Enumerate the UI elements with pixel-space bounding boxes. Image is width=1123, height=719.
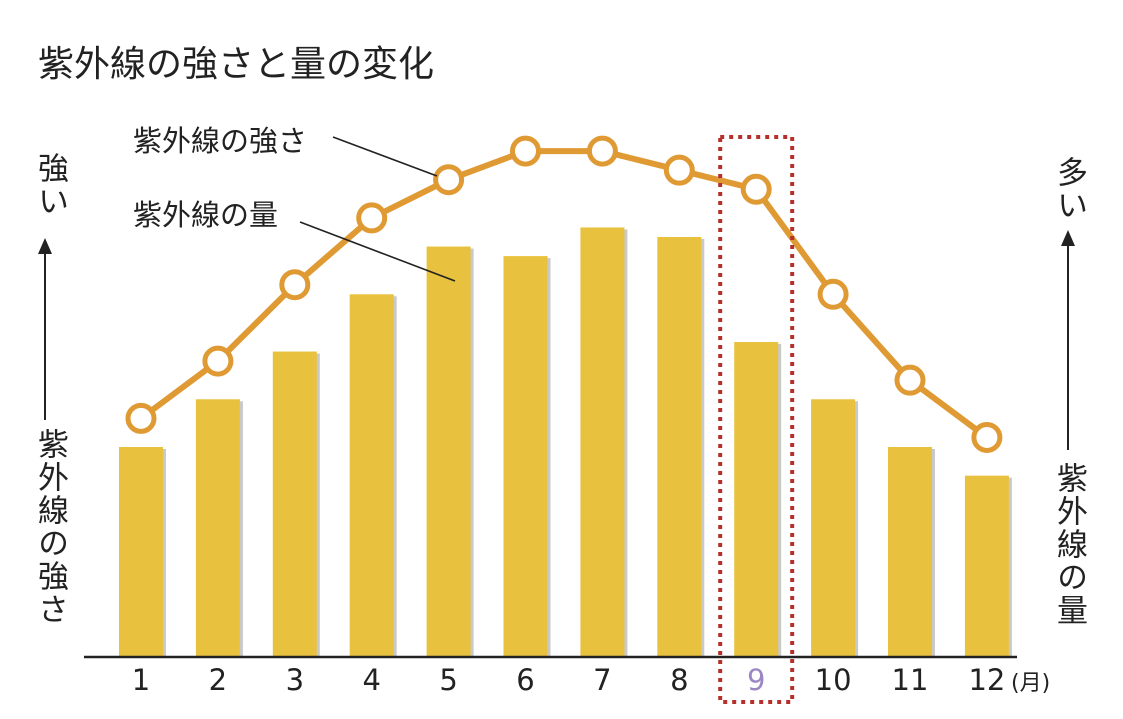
left-axis-top-label: 強い [32, 152, 68, 218]
bar-8 [657, 237, 702, 657]
strength-point-6 [510, 135, 541, 167]
bar-10 [811, 399, 856, 657]
legend-leader-amount [299, 221, 456, 282]
left-axis-arrow-head [38, 238, 52, 254]
right-axis-label: 紫外線の量 [1051, 462, 1087, 627]
highlight-box [718, 135, 795, 704]
x-tick-labels: 1 2 3 4 5 6 7 8 9 10 11 12 [132, 663, 1006, 697]
legend-leader-strength [332, 136, 438, 177]
bar-9 [734, 342, 779, 657]
strength-point-4 [356, 202, 388, 234]
right-axis-arrow-head [1061, 230, 1075, 246]
bar-5 [426, 246, 471, 657]
x-tick-7: 7 [593, 663, 611, 697]
strength-point-5 [433, 164, 465, 196]
bar-3 [272, 351, 317, 657]
strength-point-3 [279, 269, 311, 301]
right-axis-top-label: 多い [1051, 156, 1087, 222]
x-tick-12: 12 [968, 663, 1005, 697]
x-tick-8: 8 [670, 663, 688, 697]
bar-4 [349, 294, 394, 657]
line-layer [125, 135, 1003, 453]
chart-title: 紫外線の強さと量の変化 [38, 44, 434, 85]
x-tick-6: 6 [516, 663, 534, 697]
x-unit-label: (月) [1011, 671, 1050, 696]
bar-1 [119, 447, 163, 657]
bar-6 [503, 256, 548, 657]
x-tick-1: 1 [132, 663, 150, 697]
x-tick-2: 2 [209, 663, 227, 697]
x-tick-9: 9 [747, 663, 765, 697]
strength-point-7 [586, 135, 618, 167]
strength-point-10 [817, 278, 849, 310]
x-tick-3: 3 [286, 663, 304, 697]
x-tick-4: 4 [362, 663, 380, 697]
strength-point-2 [202, 345, 234, 377]
x-tick-10: 10 [815, 663, 852, 697]
left-axis-label: 紫外線の強さ [32, 428, 68, 626]
strength-point-1 [125, 402, 157, 434]
bar-2 [195, 399, 240, 657]
bars-layer [119, 227, 1012, 658]
strength-point-11 [894, 364, 926, 396]
right-axis-arrow-line [1067, 244, 1069, 450]
legend-label-strength: 紫外線の強さ [133, 124, 307, 158]
x-tick-5: 5 [439, 663, 457, 697]
bar-7 [580, 227, 625, 658]
bar-11 [888, 447, 932, 657]
left-axis-arrow-line [44, 252, 46, 420]
strength-point-9 [740, 173, 772, 205]
strength-line [139, 148, 989, 440]
x-tick-11: 11 [892, 663, 929, 697]
legend-label-amount: 紫外線の量 [133, 198, 278, 232]
strength-point-12 [971, 421, 1003, 453]
bar-12 [964, 475, 1009, 657]
strength-point-8 [663, 154, 695, 186]
